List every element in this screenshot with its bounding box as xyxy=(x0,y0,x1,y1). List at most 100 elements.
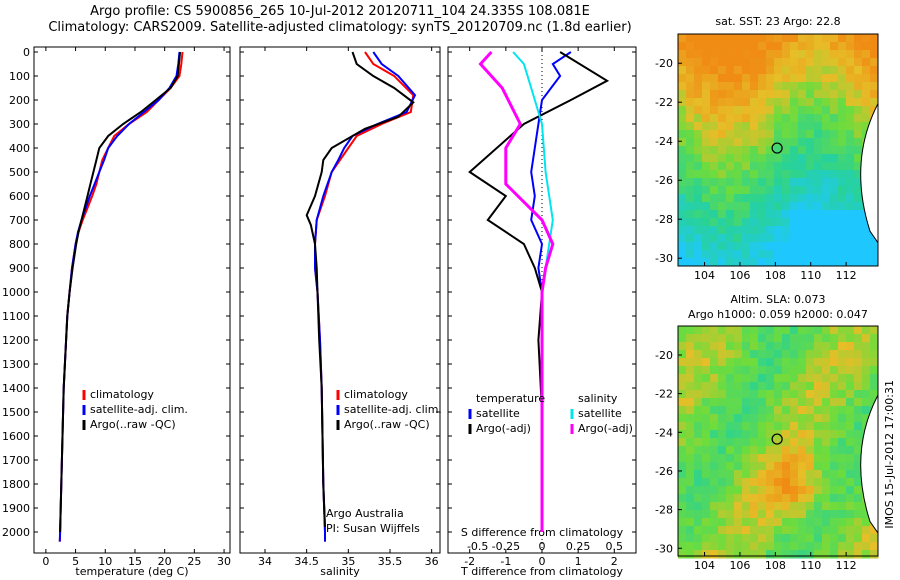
map-cell xyxy=(678,42,687,51)
map-cell xyxy=(854,138,863,147)
map-cell xyxy=(838,366,847,375)
map-cell xyxy=(726,74,735,83)
map-cell xyxy=(798,350,807,359)
map-cell xyxy=(814,250,823,259)
map-cell xyxy=(806,366,815,375)
map-cell xyxy=(686,422,695,431)
map-cell xyxy=(798,430,807,439)
map-cell xyxy=(830,334,839,343)
map-cell xyxy=(838,550,847,559)
map-cell xyxy=(862,226,871,235)
map-cell xyxy=(678,114,687,123)
map-cell xyxy=(766,146,775,155)
map-cell xyxy=(718,326,727,335)
map-cell xyxy=(742,42,751,51)
map-cell xyxy=(870,542,879,551)
map-cell xyxy=(686,250,695,259)
map-cell xyxy=(686,194,695,203)
map-cell xyxy=(774,74,783,83)
map-cell xyxy=(702,106,711,115)
map-cell xyxy=(790,114,799,123)
map-cell xyxy=(814,470,823,479)
map-cell xyxy=(782,90,791,99)
map-cell xyxy=(742,106,751,115)
map-cell xyxy=(846,382,855,391)
map-cell xyxy=(838,122,847,131)
map-cell xyxy=(854,398,863,407)
s-tick-label: -0.25 xyxy=(492,540,520,553)
map-cell xyxy=(854,350,863,359)
map-cell xyxy=(814,366,823,375)
map-cell xyxy=(694,542,703,551)
map-cell xyxy=(750,542,759,551)
map-cell xyxy=(678,406,687,415)
map-cell xyxy=(870,382,879,391)
sla-map-title: Altim. SLA: 0.073 xyxy=(730,293,825,306)
map-cell xyxy=(726,526,735,535)
map-cell xyxy=(718,90,727,99)
map-cell xyxy=(822,58,831,67)
map-cell xyxy=(798,210,807,219)
map-cell xyxy=(790,446,799,455)
map-cell xyxy=(822,550,831,559)
map-cell xyxy=(766,382,775,391)
map-cell xyxy=(694,518,703,527)
map-cell xyxy=(798,130,807,139)
map-cell xyxy=(742,526,751,535)
map-cell xyxy=(806,526,815,535)
map-cell xyxy=(806,342,815,351)
map-cell xyxy=(830,342,839,351)
map-cell xyxy=(742,138,751,147)
map-cell xyxy=(846,98,855,107)
map-cell xyxy=(718,534,727,543)
map-cell xyxy=(838,146,847,155)
map-cell xyxy=(710,114,719,123)
map-cell xyxy=(750,234,759,243)
sst-map-title: sat. SST: 23 Argo: 22.8 xyxy=(715,15,840,28)
map-cell xyxy=(846,446,855,455)
map-cell xyxy=(790,398,799,407)
x-tick-label: 0 xyxy=(539,555,546,568)
map-cell xyxy=(718,242,727,251)
map-cell xyxy=(694,210,703,219)
map-cell xyxy=(806,502,815,511)
map-cell xyxy=(710,138,719,147)
map-cell xyxy=(806,154,815,163)
map-cell xyxy=(806,34,815,43)
map-cell xyxy=(766,406,775,415)
map-cell xyxy=(750,534,759,543)
map-cell xyxy=(710,170,719,179)
map-cell xyxy=(846,146,855,155)
map-cell xyxy=(814,430,823,439)
map-cell xyxy=(734,170,743,179)
map-cell xyxy=(758,422,767,431)
map-y-tick-label: -22 xyxy=(655,388,673,401)
map-cell xyxy=(854,74,863,83)
map-cell xyxy=(750,82,759,91)
map-cell xyxy=(798,374,807,383)
map-cell xyxy=(742,350,751,359)
map-cell xyxy=(766,470,775,479)
map-cell xyxy=(710,486,719,495)
map-cell xyxy=(822,250,831,259)
map-cell xyxy=(766,422,775,431)
x-tick-label: -2 xyxy=(464,555,475,568)
map-cell xyxy=(742,146,751,155)
map-cell xyxy=(742,366,751,375)
map-cell xyxy=(806,250,815,259)
map-cell xyxy=(790,178,799,187)
map-cell xyxy=(710,382,719,391)
map-cell xyxy=(678,494,687,503)
map-cell xyxy=(798,202,807,211)
map-cell xyxy=(862,98,871,107)
map-cell xyxy=(830,242,839,251)
y-tick-label: 300 xyxy=(9,118,30,131)
map-cell xyxy=(694,374,703,383)
map-cell xyxy=(702,162,711,171)
map-cell xyxy=(710,342,719,351)
map-x-tick-label: 110 xyxy=(800,559,821,572)
map-cell xyxy=(806,326,815,335)
map-cell xyxy=(710,446,719,455)
map-cell xyxy=(854,382,863,391)
map-cell xyxy=(734,350,743,359)
